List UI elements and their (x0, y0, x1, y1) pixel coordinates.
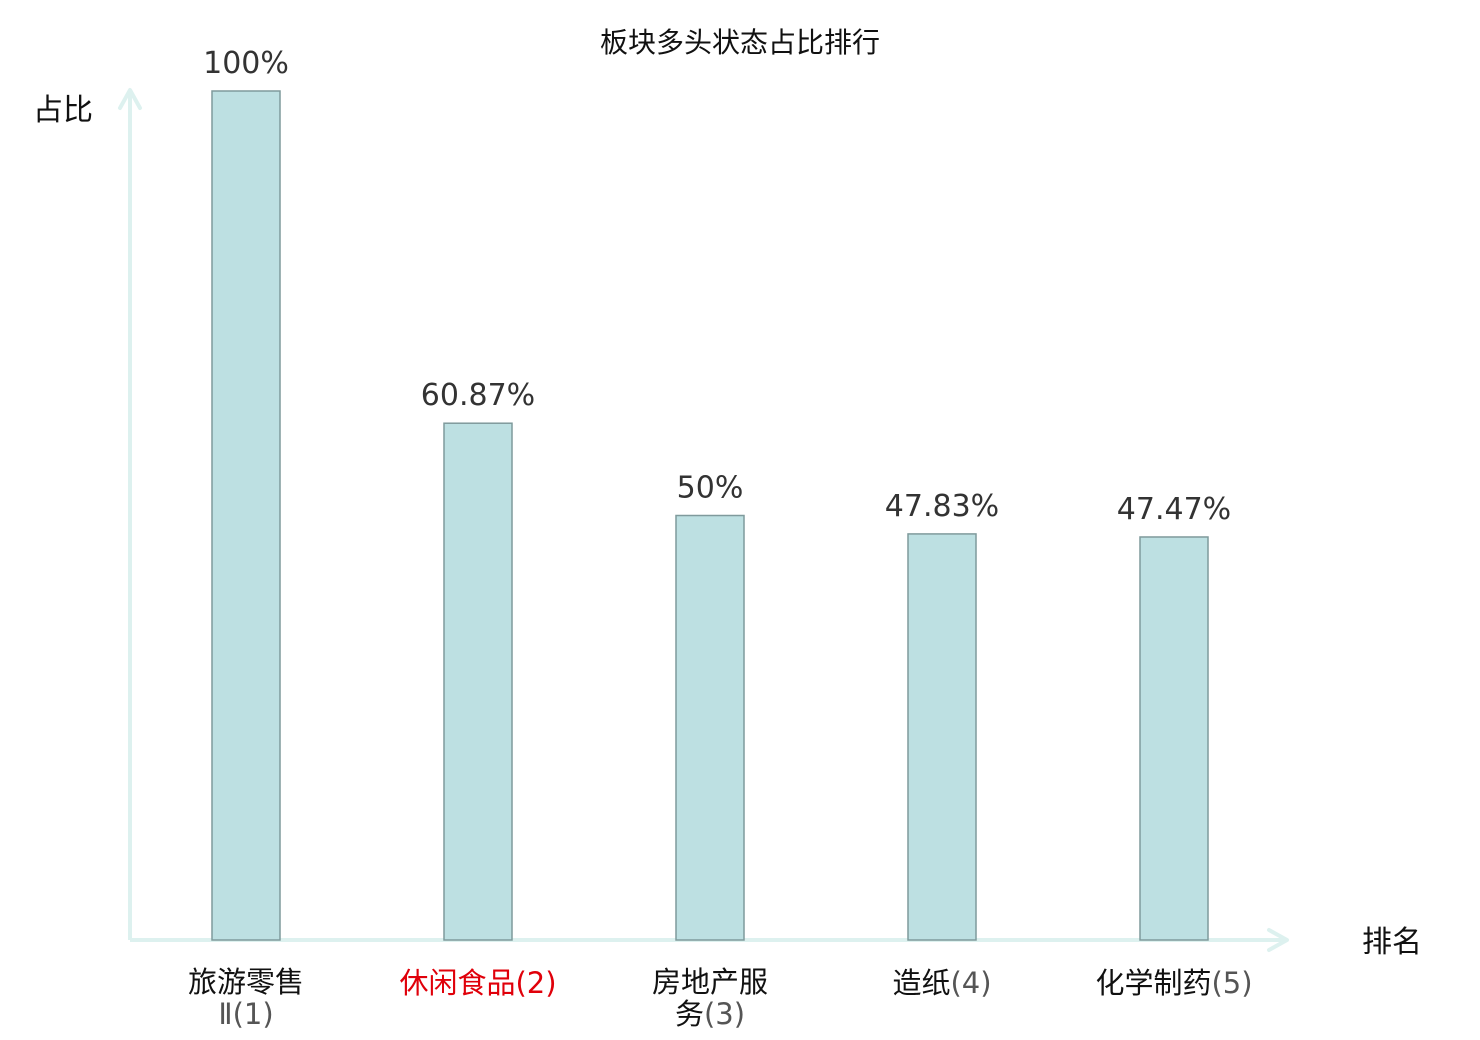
category-name: 务 (675, 997, 704, 1031)
category-label-3-line-2: 务(3) (675, 997, 745, 1031)
bar-1 (211, 90, 281, 941)
y-axis-arrow-icon (118, 88, 142, 110)
x-axis-arrow-icon (1267, 928, 1289, 952)
value-label-4: 47.83% (885, 489, 999, 524)
chart-title: 板块多头状态占比排行 (600, 26, 880, 59)
category-label-1-line-2: Ⅱ(1) (218, 997, 273, 1031)
category-label-5-line-1: 化学制药(5) (1095, 966, 1252, 1000)
category-label-3-line-1: 房地产服 (652, 965, 768, 999)
value-label-5: 47.47% (1117, 492, 1231, 527)
value-label-2: 60.87% (421, 378, 535, 413)
y-axis: 占比 (33, 88, 142, 940)
y-axis-label: 占比 (33, 93, 93, 128)
bar-3 (675, 514, 745, 941)
x-axis-label: 排名 (1362, 925, 1422, 960)
value-label-1: 100% (203, 46, 289, 81)
value-label-3: 50% (677, 471, 744, 506)
category-rank: (2) (515, 966, 556, 1000)
category-label-2-line-1: 休闲食品(2) (399, 966, 556, 1000)
bar-2 (443, 422, 513, 941)
category-rank: Ⅱ (218, 997, 232, 1031)
value-labels-group: 100% 60.87% 50% 47.83% 47.47% (203, 46, 1231, 527)
category-name: 房地产服 (652, 965, 768, 999)
bar-4 (907, 533, 977, 941)
category-rank: (4) (950, 966, 991, 1000)
bars-group (211, 90, 1209, 941)
category-rank: (5) (1211, 966, 1252, 1000)
x-axis: 排名 (130, 925, 1422, 960)
category-rank: (3) (704, 997, 745, 1031)
bar-5 (1139, 536, 1209, 941)
category-name: 旅游零售 (188, 965, 304, 999)
category-label-1-line-1: 旅游零售 (188, 965, 304, 999)
category-label-4-line-1: 造纸(4) (892, 966, 991, 1000)
category-name: 休闲食品 (399, 966, 515, 1000)
category-name: 化学制药 (1095, 966, 1211, 1000)
category-rank: (1) (233, 997, 274, 1031)
category-name: 造纸 (892, 966, 950, 1000)
